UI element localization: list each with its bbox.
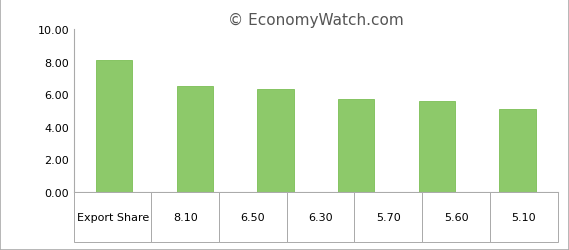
Bar xyxy=(96,61,132,192)
Bar xyxy=(419,101,455,192)
Bar xyxy=(500,109,535,192)
Bar xyxy=(176,87,213,192)
Title: © EconomyWatch.com: © EconomyWatch.com xyxy=(228,12,403,28)
Bar xyxy=(257,90,294,192)
Bar xyxy=(338,100,374,192)
